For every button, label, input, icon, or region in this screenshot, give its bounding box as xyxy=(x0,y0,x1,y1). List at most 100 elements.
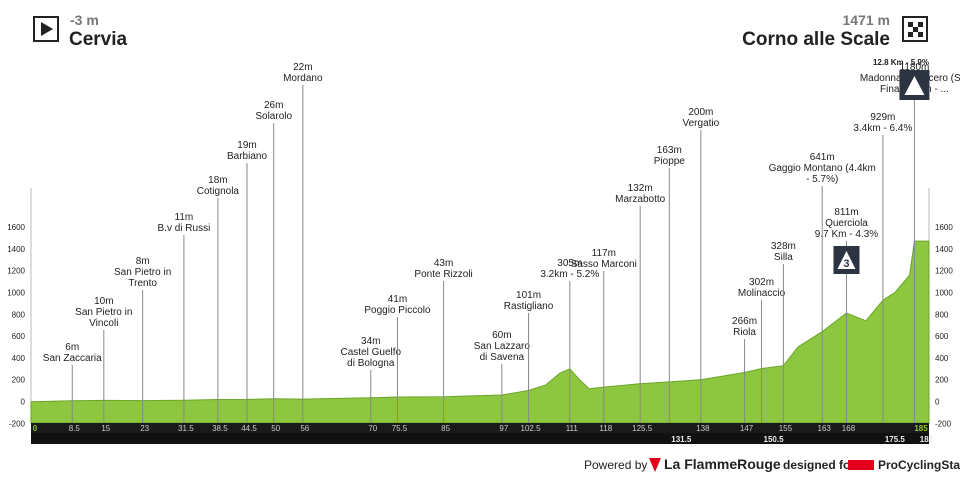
y-tick-label-right: 1200 xyxy=(935,267,953,276)
annotation-place: 3.2km - 5.2% xyxy=(540,269,599,280)
annotation-place: San Zaccaria xyxy=(43,353,102,364)
annotation-place: Mordano xyxy=(283,73,323,84)
annotation-place: Pioppe xyxy=(654,156,686,167)
annotation-elevation: 929m xyxy=(870,112,895,123)
annotation-place: Riola xyxy=(733,327,756,338)
play-icon xyxy=(33,16,59,42)
annotation-elevation: 641m xyxy=(810,152,835,163)
brand-name: La FlammeRouge xyxy=(664,456,781,472)
annotation-elevation: 41m xyxy=(388,294,407,305)
y-tick-label-left: 1200 xyxy=(7,267,25,276)
annotation-place: Solarolo xyxy=(255,111,292,122)
annotation-place: San Lazzaro xyxy=(474,341,531,352)
annotation-place: 3.4km - 6.4% xyxy=(853,123,912,134)
y-tick-label-left: 400 xyxy=(12,354,26,363)
annotation-elevation: 328m xyxy=(771,241,796,252)
annotation-elevation: 117m xyxy=(592,248,616,259)
x-tick-label: 97 xyxy=(499,424,508,433)
x-tick-label: 131.5 xyxy=(671,435,692,444)
annotation-elevation: 266m xyxy=(732,316,757,327)
y-tick-label-right: 0 xyxy=(935,398,940,407)
x-tick-label: 118 xyxy=(599,424,612,433)
y-tick-label-right: 400 xyxy=(935,354,949,363)
annotation-place: Castel Guelfo xyxy=(340,347,401,358)
annotation-elevation: 26m xyxy=(264,100,283,111)
annotation-place: di Bologna xyxy=(347,358,395,369)
procyclingstats-text: ProCyclingStats xyxy=(848,458,960,472)
x-tick-label: 150.5 xyxy=(764,435,785,444)
powered-by-text: Powered by xyxy=(584,458,648,472)
profile-area xyxy=(30,240,930,424)
x-tick-label: 50 xyxy=(271,424,280,433)
x-tick-label: 175.5 xyxy=(885,435,906,444)
designed-for-text: designed for xyxy=(783,458,856,472)
annotation-place: Ponte Rizzoli xyxy=(414,269,472,280)
y-tick-label-left: 600 xyxy=(12,332,26,341)
annotation-elevation: 302m xyxy=(749,277,774,288)
x-tick-label: 85 xyxy=(441,424,450,433)
x-tick-label: 147 xyxy=(740,424,754,433)
start-altitude: -3 m xyxy=(70,12,99,28)
x-tick-label: 185 xyxy=(914,424,928,433)
x-tick-label: 168 xyxy=(842,424,856,433)
distance-bar xyxy=(31,423,929,433)
annotation-elevation: 34m xyxy=(361,336,380,347)
x-tick-label: 138 xyxy=(696,424,710,433)
finish-town: Corno alle Scale xyxy=(742,29,890,50)
distance-bar-lower xyxy=(31,433,929,444)
x-tick-label: 8.5 xyxy=(69,424,81,433)
x-tick-label: 38.5 xyxy=(212,424,228,433)
pcs-logo-icon xyxy=(848,460,874,470)
x-tick-label: 15 xyxy=(101,424,110,433)
annotation-elevation: 22m xyxy=(293,62,312,73)
annotation-place: Molinaccio xyxy=(738,288,786,299)
x-tick-label: 56 xyxy=(300,424,309,433)
annotation-elevation: 1180m xyxy=(900,62,930,73)
annotation-elevation: 132m xyxy=(628,183,653,194)
x-tick-label: 31.5 xyxy=(178,424,194,433)
summit-mountain-icon xyxy=(904,76,925,95)
annotation-place: - 5.7%) xyxy=(806,174,838,185)
annotation-elevation: 11m xyxy=(175,212,194,223)
annotation-place: Rastigliano xyxy=(504,301,554,312)
x-tick-label: 155 xyxy=(779,424,793,433)
y-tick-label-right: 1600 xyxy=(935,223,953,232)
annotation-place: Querciola xyxy=(825,218,868,229)
annotation-place: San Pietro in xyxy=(114,267,171,278)
mountain-icon xyxy=(837,251,856,269)
annotation-place: Cotignola xyxy=(197,186,240,197)
annotation-elevation: 10m xyxy=(94,296,113,307)
x-tick-label: 125.5 xyxy=(632,424,653,433)
annotation-place: B.v di Russi xyxy=(158,223,211,234)
y-tick-label-left: 1000 xyxy=(7,288,25,297)
annotation-elevation: 101m xyxy=(516,290,541,301)
x-tick-label: 102.5 xyxy=(521,424,542,433)
climb-category-label: 3 xyxy=(843,258,849,270)
annotation-elevation: 18m xyxy=(208,175,227,186)
x-tick-label: 163 xyxy=(818,424,832,433)
annotation-elevation: 811m xyxy=(834,207,858,218)
annotation-elevation: 60m xyxy=(492,330,511,341)
annotation-elevation: 43m xyxy=(434,258,453,269)
y-tick-label-right: 800 xyxy=(935,310,949,319)
y-tick-label-right: -200 xyxy=(935,419,952,428)
annotation-place: Gaggio Montano (4.4km xyxy=(769,163,876,174)
y-tick-label-left: 200 xyxy=(12,376,26,385)
la-flamme-rouge-logo: La FlammeRouge xyxy=(648,456,781,472)
x-tick-label: 75.5 xyxy=(392,424,408,433)
annotation-place: di Savena xyxy=(480,352,525,363)
finish-altitude: 1471 m xyxy=(842,12,890,28)
x-tick-label: 111 xyxy=(566,424,579,433)
annotation-elevation: 200m xyxy=(688,107,713,118)
y-tick-label-right: 1400 xyxy=(935,245,953,254)
y-tick-label-left: 1600 xyxy=(7,223,25,232)
annotation-place: 9.7 Km - 4.3% xyxy=(815,229,878,240)
annotation-elevation: 6m xyxy=(65,342,79,353)
y-tick-label-left: -200 xyxy=(9,419,26,428)
x-tick-label: 182 xyxy=(920,435,934,444)
annotation-elevation: 8m xyxy=(136,256,150,267)
annotation-place: Marzabotto xyxy=(615,194,665,205)
annotation-elevation: 163m xyxy=(657,145,682,156)
annotation-place: Barbiano xyxy=(227,151,267,162)
